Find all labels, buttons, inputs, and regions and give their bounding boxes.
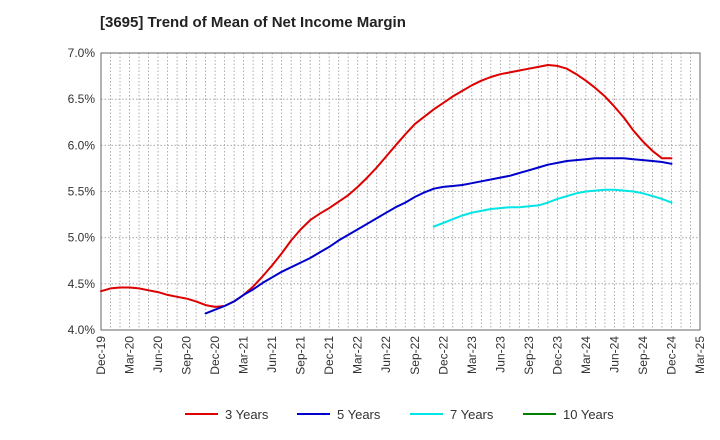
- x-tick-label: Jun-20: [151, 336, 165, 373]
- grid-layer: [101, 53, 700, 330]
- x-tick-label: Jun-22: [379, 336, 393, 373]
- legend-label: 5 Years: [337, 407, 381, 422]
- x-tick-label: Mar-22: [351, 336, 365, 374]
- chart-title: [3695] Trend of Mean of Net Income Margi…: [100, 14, 406, 31]
- x-tick-label: Dec-20: [208, 336, 222, 375]
- axis-layer: 4.0% 4.5% 5.0% 5.5% 6.0% 6.5% 7.0% Dec-19 Mar-20…: [68, 46, 707, 375]
- x-tick-label: Dec-23: [550, 336, 564, 375]
- y-tick-label: 7.0%: [68, 46, 96, 60]
- x-tick-label: Sep-21: [294, 336, 308, 375]
- y-tick-label: 4.5%: [68, 277, 96, 291]
- x-tick-label: Sep-22: [408, 336, 422, 375]
- x-tick-label: Mar-21: [237, 336, 251, 374]
- x-tick-label: Sep-24: [636, 336, 650, 375]
- legend-label: 7 Years: [450, 407, 494, 422]
- series-layer: [100, 64, 673, 315]
- y-tick-label: 5.0%: [68, 231, 96, 245]
- y-tick-label: 6.0%: [68, 138, 96, 152]
- y-tick-label: 6.5%: [68, 92, 96, 106]
- x-tick-label: Mar-23: [465, 336, 479, 374]
- series-line-5-years: [204, 157, 673, 315]
- y-tick-label: 5.5%: [68, 185, 96, 199]
- legend-label: 10 Years: [563, 407, 614, 422]
- x-tick-label: Dec-22: [436, 336, 450, 375]
- x-tick-label: Mar-25: [693, 336, 707, 374]
- x-tick-label: Dec-24: [664, 336, 678, 375]
- x-tick-label: Mar-20: [123, 336, 137, 374]
- series-line-3-years: [100, 64, 673, 308]
- plot-frame: [100, 52, 701, 331]
- x-tick-label: Sep-23: [522, 336, 536, 375]
- x-tick-label: Dec-19: [94, 336, 108, 375]
- x-tick-label: Jun-24: [607, 336, 621, 373]
- y-tick-label: 4.0%: [68, 323, 96, 337]
- legend: 3 Years 5 Years 7 Years 10 Years: [185, 407, 614, 422]
- x-tick-label: Dec-21: [322, 336, 336, 375]
- x-tick-label: Jun-21: [265, 336, 279, 373]
- x-tick-label: Mar-24: [579, 336, 593, 374]
- x-tick-label: Sep-20: [180, 336, 194, 375]
- series-line-7-years: [432, 188, 673, 228]
- legend-label: 3 Years: [225, 407, 269, 422]
- x-tick-label: Jun-23: [493, 336, 507, 373]
